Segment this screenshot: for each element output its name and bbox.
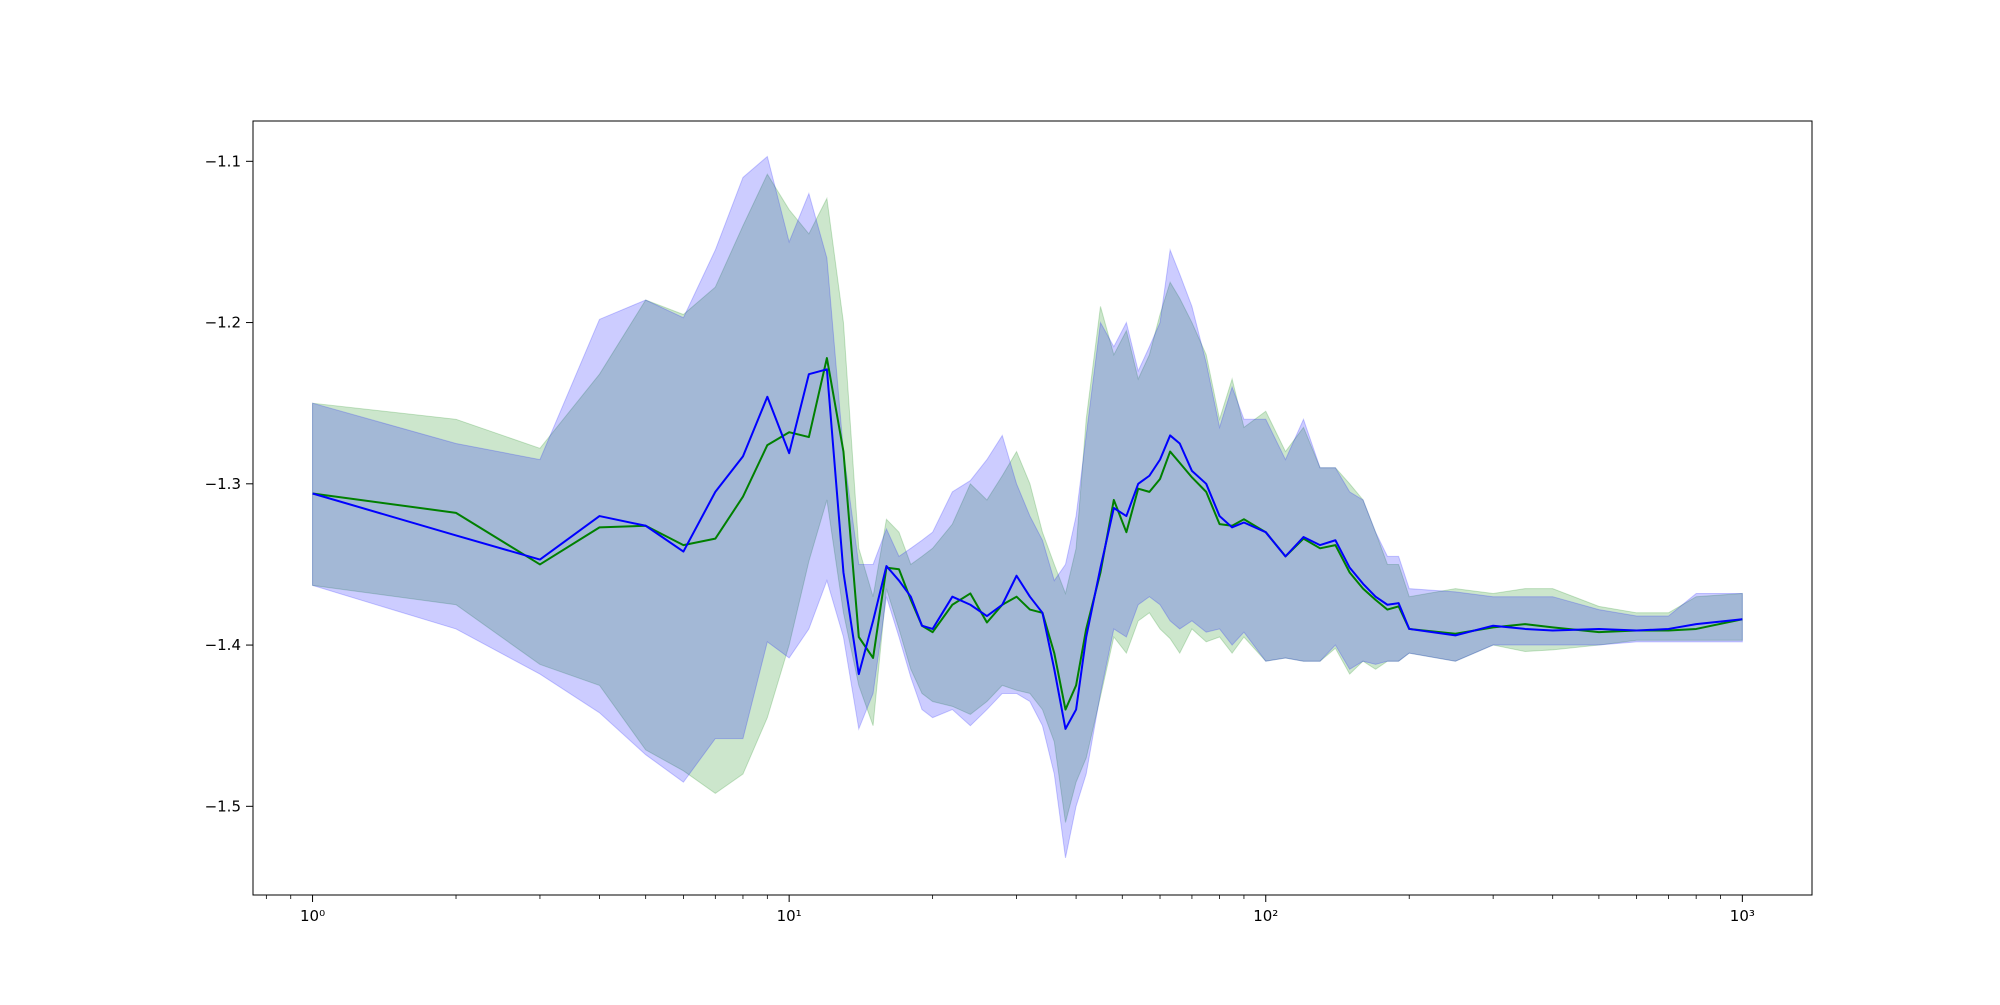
y-tick-label: −1.4: [205, 636, 241, 654]
x-tick-label: 10¹: [777, 907, 802, 925]
lines-layer: [312, 357, 1743, 730]
x-tick-label: 10³: [1730, 907, 1755, 925]
plot-frame: [252, 120, 1813, 896]
y-tick-label: −1.2: [205, 314, 241, 332]
y-tick-label: −1.3: [205, 475, 241, 493]
series-1-band: [312, 173, 1743, 823]
series-2-band: [312, 155, 1743, 859]
y-tick-label: −1.1: [205, 152, 241, 170]
x-tick-label: 10²: [1253, 907, 1278, 925]
y-tick-label: −1.5: [205, 797, 241, 815]
series-2-line: [312, 368, 1743, 730]
bands-layer: [312, 155, 1743, 859]
x-tick-label: 10⁰: [300, 907, 325, 925]
axes-layer: 10⁰ 10¹ 10² 10³ −1.1 −1.2 −1.3 −1.4 −1.5: [205, 152, 1755, 925]
